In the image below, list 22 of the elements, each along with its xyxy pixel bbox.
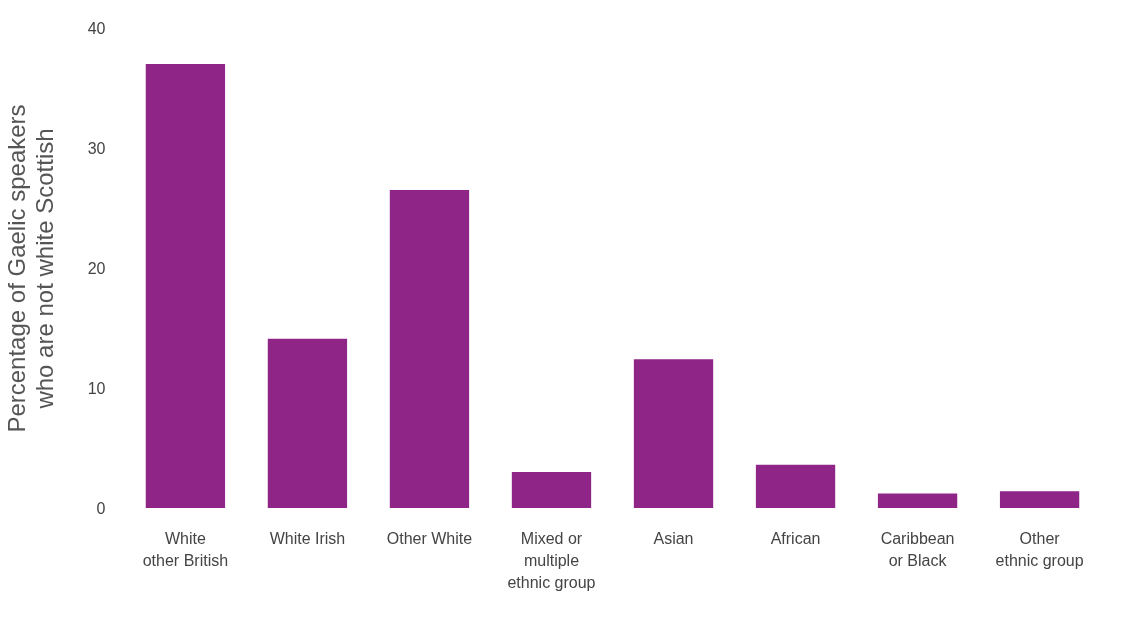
x-tick-label: White Irish (269, 529, 346, 547)
y-axis-title: Percentage of Gaelic speakers who are not white Scottish (2, 104, 58, 433)
bar (511, 472, 592, 508)
y-tick-label: 30 (87, 139, 106, 157)
x-tick-label: Other ethnic group (995, 529, 1084, 569)
bar (389, 190, 470, 508)
x-tick-label: White other British (142, 529, 229, 569)
y-tick-label: 40 (87, 19, 106, 37)
x-tick-label: Caribbean or Black (880, 529, 955, 569)
y-tick-label: 20 (87, 259, 106, 277)
x-tick-label: Mixed or multiple ethnic group (507, 529, 596, 591)
x-tick-label: Other White (386, 529, 473, 547)
bar (633, 359, 714, 508)
bar (267, 338, 348, 508)
bar (999, 491, 1080, 508)
bar (877, 493, 958, 508)
x-tick-label: Asian (653, 529, 694, 547)
bar (145, 64, 226, 508)
y-tick-label: 10 (87, 379, 106, 397)
bar (755, 464, 836, 508)
y-tick-label: 0 (96, 499, 106, 517)
x-tick-label: African (770, 529, 821, 547)
